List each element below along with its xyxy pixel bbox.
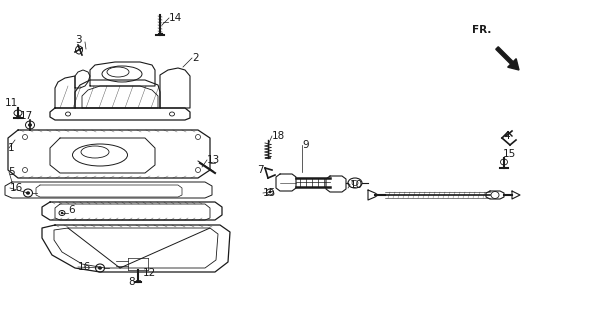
Text: 5: 5 [8, 167, 15, 177]
Text: FR.: FR. [472, 25, 491, 35]
Text: 16: 16 [78, 262, 91, 272]
Ellipse shape [98, 266, 102, 270]
Ellipse shape [61, 212, 63, 214]
Ellipse shape [269, 191, 272, 193]
Text: 15: 15 [503, 149, 516, 159]
Text: 3: 3 [75, 35, 82, 45]
Text: 2: 2 [192, 53, 199, 63]
Text: 12: 12 [143, 268, 156, 278]
Text: 9: 9 [302, 140, 308, 150]
Text: 13: 13 [207, 155, 220, 165]
Text: 16: 16 [10, 183, 23, 193]
Text: 7: 7 [257, 165, 263, 175]
Text: 17: 17 [20, 111, 33, 121]
Text: 1: 1 [8, 143, 15, 153]
Text: 11: 11 [5, 98, 18, 108]
Text: 15: 15 [263, 188, 276, 198]
Text: 6: 6 [68, 205, 75, 215]
Text: 18: 18 [272, 131, 285, 141]
FancyArrow shape [496, 47, 519, 70]
Text: 14: 14 [169, 13, 182, 23]
Text: 8: 8 [128, 277, 134, 287]
Text: 4: 4 [503, 131, 510, 141]
Text: 10: 10 [350, 180, 363, 190]
Ellipse shape [26, 191, 30, 195]
Ellipse shape [28, 123, 32, 127]
